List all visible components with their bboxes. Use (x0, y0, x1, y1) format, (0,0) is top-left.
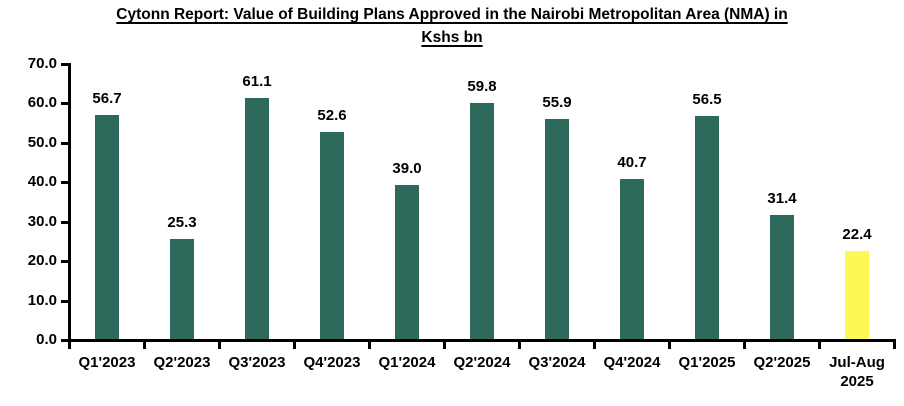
bar-value-label: 39.0 (392, 160, 422, 178)
chart-title: Cytonn Report: Value of Building Plans A… (0, 3, 904, 49)
y-axis-tick (61, 220, 68, 224)
y-axis-tick-label: 20.0 (27, 252, 57, 270)
x-axis-tick (143, 339, 146, 349)
x-axis-label: Q4'2024 (603, 354, 661, 371)
y-axis-tick-label: 60.0 (27, 94, 57, 112)
bar (245, 98, 269, 339)
y-axis-tick-label: 10.0 (27, 291, 57, 309)
y-axis-tick (61, 102, 68, 106)
chart-title-line1: Cytonn Report: Value of Building Plans A… (116, 6, 788, 23)
x-axis-tick (443, 339, 446, 349)
x-axis-tick (68, 339, 71, 349)
bar-value-label: 25.3 (167, 214, 197, 232)
y-axis-tick (61, 260, 68, 264)
bar-value-label: 40.7 (617, 153, 647, 171)
bar (695, 116, 719, 339)
y-axis-tick (61, 63, 68, 66)
bar-value-label: 31.4 (767, 190, 797, 208)
x-axis-tick (368, 339, 371, 349)
y-axis-line (68, 63, 71, 342)
x-axis-label: Q2'2023 (153, 354, 211, 371)
y-axis-tick (61, 339, 68, 342)
y-axis-tick-label: 70.0 (27, 55, 57, 72)
chart-title-line2: Kshs bn (421, 29, 483, 46)
y-axis-tick-label: 50.0 (27, 133, 57, 151)
bar-value-label: 56.7 (92, 90, 122, 108)
x-axis-tick (518, 339, 521, 349)
x-axis-tick (293, 339, 296, 349)
bar-value-label: 56.5 (692, 91, 722, 109)
x-axis-label: Q1'2025 (678, 354, 736, 371)
y-axis-tick-label: 0.0 (36, 331, 57, 348)
x-axis-label: Q3'2023 (228, 354, 286, 371)
x-axis-label: Jul-Aug 2025 (829, 354, 885, 390)
x-axis-label: Q1'2024 (378, 354, 436, 371)
bar (770, 215, 794, 339)
bar-value-label: 59.8 (467, 78, 497, 96)
bar (545, 118, 569, 339)
x-axis-tick (743, 339, 746, 349)
x-axis-label: Q2'2024 (453, 354, 511, 371)
y-axis-tick (61, 141, 68, 145)
bar (320, 131, 344, 339)
bar-value-label: 22.4 (842, 225, 872, 243)
bar (395, 185, 419, 339)
y-axis-tick-label: 40.0 (27, 173, 57, 191)
bar (470, 103, 494, 339)
x-axis-label: Q2'2025 (753, 354, 811, 371)
bar (620, 178, 644, 339)
bar-value-label: 55.9 (542, 93, 572, 111)
x-axis-label: Q1'2023 (78, 354, 136, 371)
bar (170, 239, 194, 339)
x-axis-line (68, 339, 896, 342)
bar-value-label: 61.1 (242, 73, 272, 91)
y-axis-tick (61, 299, 68, 303)
x-axis-tick (818, 339, 821, 349)
x-axis-tick (593, 339, 596, 349)
bar (95, 115, 119, 339)
x-axis-label: Q4'2023 (303, 354, 361, 371)
x-axis-tick (218, 339, 221, 349)
x-axis-tick (668, 339, 671, 349)
x-axis-tick (893, 339, 896, 349)
x-axis-label: Q3'2024 (528, 354, 586, 371)
y-axis-tick (61, 181, 68, 185)
y-axis-tick-label: 30.0 (27, 212, 57, 230)
bar-value-label: 52.6 (317, 106, 347, 124)
bar (845, 250, 869, 339)
